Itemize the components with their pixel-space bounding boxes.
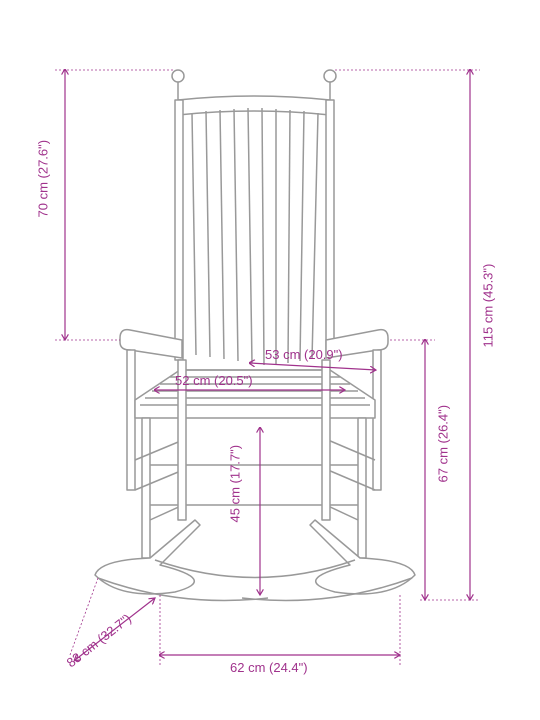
seat-width-label: 52 cm (20.5")	[175, 373, 253, 388]
chair-outline	[95, 70, 415, 601]
seat-depth-label: 53 cm (20.9")	[265, 347, 343, 362]
seat-height-label: 45 cm (17.7")	[228, 503, 243, 523]
base-width-label: 62 cm (24.4")	[230, 660, 308, 675]
armrest-height-label: 67 cm (26.4")	[436, 463, 451, 483]
total-height-label: 115 cm (45.3")	[481, 328, 496, 348]
diagram-container: 70 cm (27.6") 115 cm (45.3") 67 cm (26.4…	[0, 0, 540, 720]
back-height-label: 70 cm (27.6")	[36, 198, 51, 218]
